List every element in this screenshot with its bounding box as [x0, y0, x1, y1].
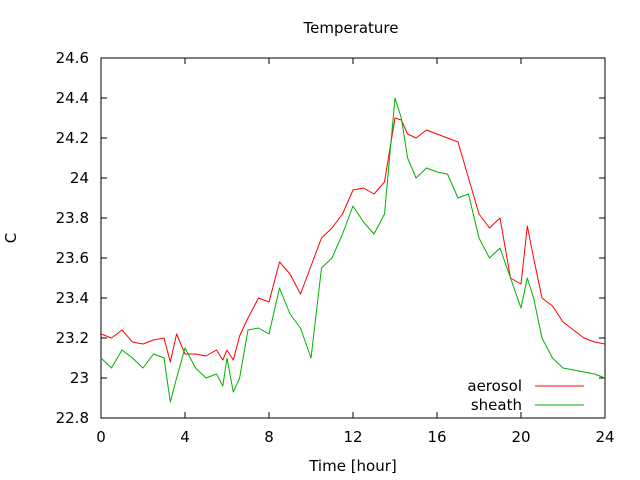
y-tick-label: 23.2 [56, 329, 89, 347]
x-tick-label: 20 [511, 428, 530, 446]
x-axis-label: Time [hour] [308, 457, 397, 475]
y-tick-label: 24.6 [56, 49, 89, 67]
x-tick-label: 8 [264, 428, 274, 446]
y-tick-label: 24.2 [56, 129, 89, 147]
y-axis-label: C [2, 233, 20, 243]
series-line-sheath [100, 97, 606, 403]
y-tick-label: 24 [70, 169, 89, 187]
x-tick-label: 4 [180, 428, 190, 446]
y-tick-label: 23.6 [56, 249, 89, 267]
axis-tick-labels: 0 4 8 12 16 20 24 22.8 23 23.2 23.4 23.6 23.8 24 24.2 2… [56, 49, 615, 446]
legend-label-sheath: sheath [471, 396, 522, 414]
y-tick-label: 24.4 [56, 89, 89, 107]
y-tick-label: 23.4 [56, 289, 89, 307]
chart-title: Temperature [302, 19, 398, 37]
x-tick-label: 16 [427, 428, 446, 446]
x-tick-label: 12 [343, 428, 362, 446]
axis-ticks [100, 57, 606, 419]
y-tick-label: 22.8 [56, 409, 89, 427]
series-line-aerosol [100, 117, 606, 363]
data-series [100, 97, 606, 403]
y-tick-label: 23.8 [56, 209, 89, 227]
x-tick-label: 24 [595, 428, 614, 446]
x-tick-label: 0 [96, 428, 106, 446]
legend-label-aerosol: aerosol [467, 377, 522, 395]
y-tick-label: 23 [70, 369, 89, 387]
